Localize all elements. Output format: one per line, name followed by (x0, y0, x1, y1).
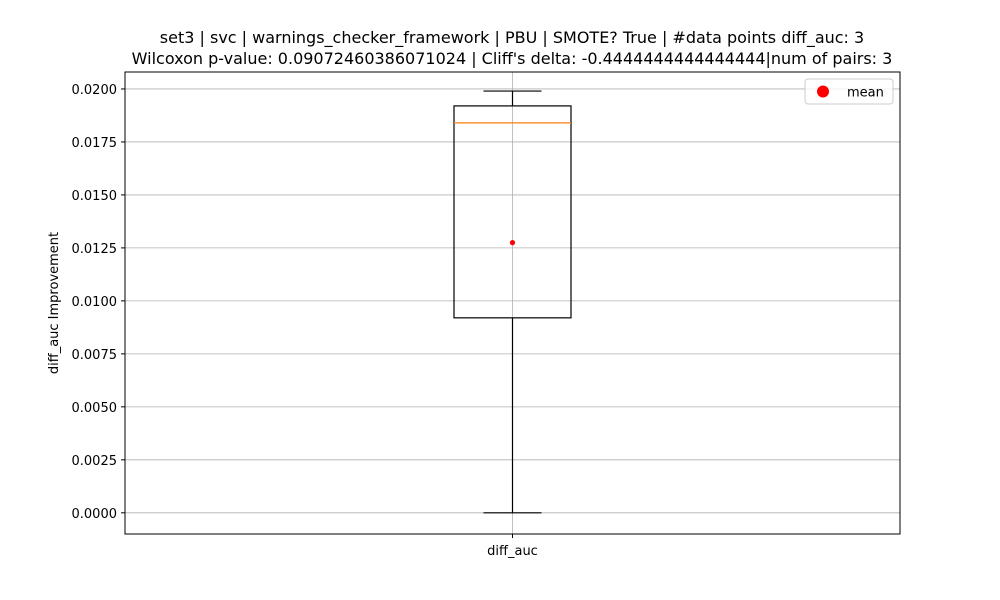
y-tick-label: 0.0200 (72, 83, 118, 98)
mean-marker (509, 240, 516, 246)
box-group (453, 90, 572, 514)
y-tick-label: 0.0150 (72, 189, 118, 204)
y-tick-label: 0.0175 (72, 136, 118, 151)
plot-area-frame (124, 71, 901, 535)
x-tick-label: diff_auc (487, 544, 538, 559)
legend-label: mean (847, 86, 884, 101)
legend-frame (804, 78, 894, 105)
legend: mean (804, 78, 894, 105)
y-tick-label: 0.0050 (72, 401, 118, 416)
legend-marker (817, 85, 829, 98)
box-iqr (453, 105, 572, 319)
x-axis-ticks: diff_auc (487, 534, 538, 559)
y-tick-label: 0.0125 (72, 242, 118, 257)
y-tick-label: 0.0100 (72, 295, 118, 310)
y-axis-ticks: 0.0000 0.0025 0.0050 0.0075 0.0100 0.0125 0.01… (72, 83, 125, 522)
chart-title-line-2: Wilcoxon p-value: 0.09072460386071024 | … (132, 49, 893, 68)
y-axis-label: diff_auc Improvement (47, 232, 62, 374)
chart-title-line-1: set3 | svc | warnings_checker_framework … (160, 28, 864, 48)
y-tick-label: 0.0025 (72, 454, 118, 469)
y-tick-label: 0.0000 (72, 507, 118, 522)
y-tick-label: 0.0075 (72, 348, 118, 363)
